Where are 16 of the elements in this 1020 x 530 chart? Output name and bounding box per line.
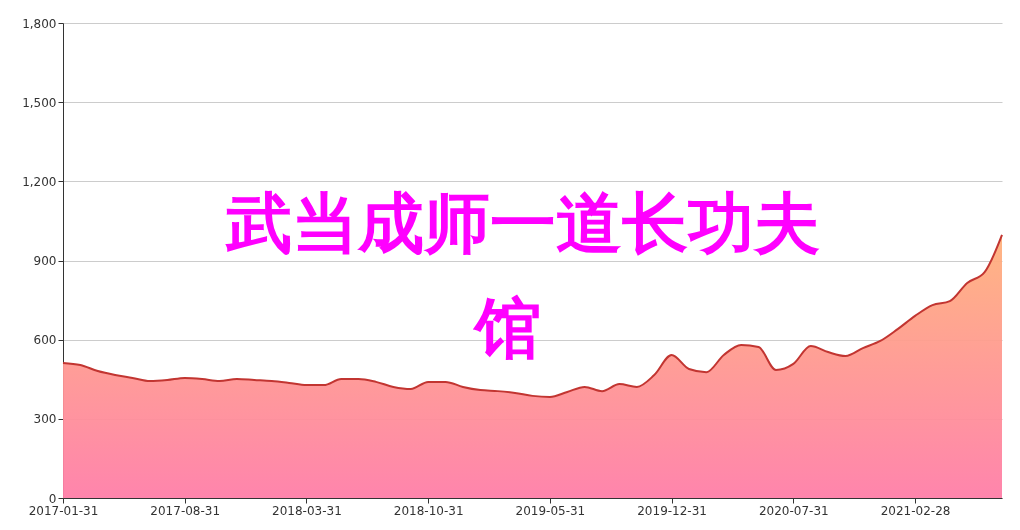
y-tick-label: 0 [48,491,57,506]
y-tick-label: 600 [33,333,57,348]
x-tick-label: 2019-05-31 [515,503,586,518]
y-tick-label: 1,200 [22,174,57,189]
x-tick-label: 2019-12-31 [637,503,707,518]
y-tick-label: 300 [33,412,57,427]
x-tick-label: 2018-10-31 [393,503,464,518]
y-tick-label: 1,800 [22,16,57,31]
y-tick-label: 900 [33,254,57,268]
x-tick-label: 2017-01-31 [28,503,99,518]
y-tick-label: 1,500 [22,95,57,110]
x-tick-label: 2021-02-28 [880,503,951,518]
x-tick-label: 2020-07-31 [758,503,829,518]
x-tick-label: 2017-08-31 [150,503,221,518]
x-tick-label: 2018-03-31 [272,503,342,518]
text: 武当成师一道长功夫馆 [224,185,820,367]
